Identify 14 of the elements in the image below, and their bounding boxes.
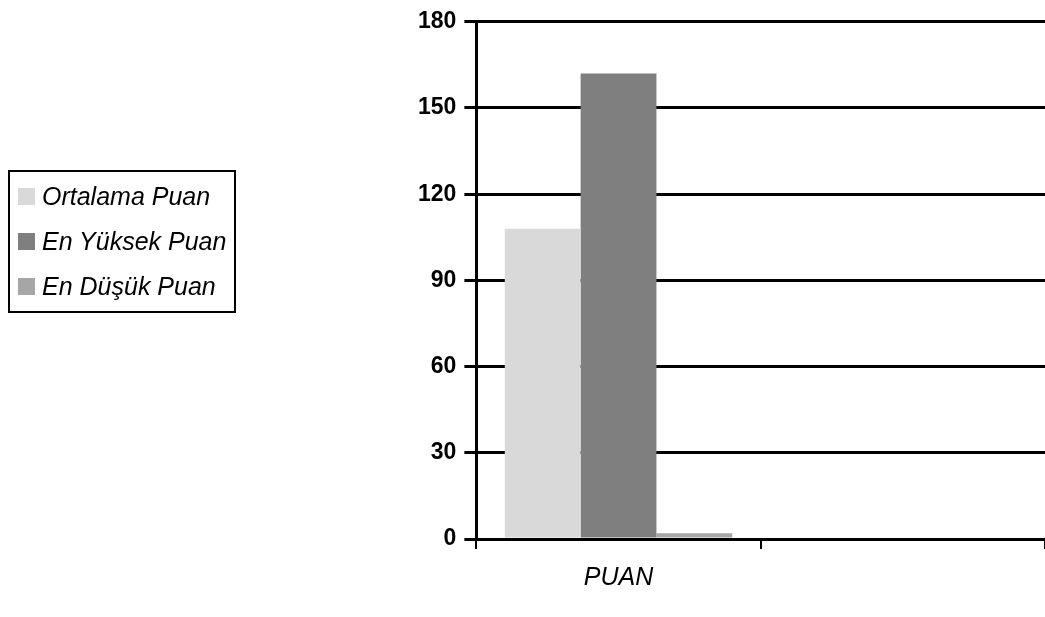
legend-label: Ortalama Puan xyxy=(42,181,211,212)
y-tick-label: 30 xyxy=(430,438,457,465)
bar xyxy=(580,73,657,538)
legend-label: En Düşük Puan xyxy=(42,271,216,302)
bar xyxy=(504,228,581,538)
y-tick-label: 60 xyxy=(430,351,457,378)
y-tick-label: 150 xyxy=(418,93,457,120)
x-tick-label: PUAN xyxy=(583,561,655,590)
y-tick-label: 120 xyxy=(418,179,457,206)
y-tick-label: 90 xyxy=(430,265,457,292)
y-tick-label: 180 xyxy=(418,7,457,34)
bar xyxy=(656,533,733,538)
legend-label: En Yüksek Puan xyxy=(42,226,227,257)
y-tick-label: 0 xyxy=(443,524,457,551)
